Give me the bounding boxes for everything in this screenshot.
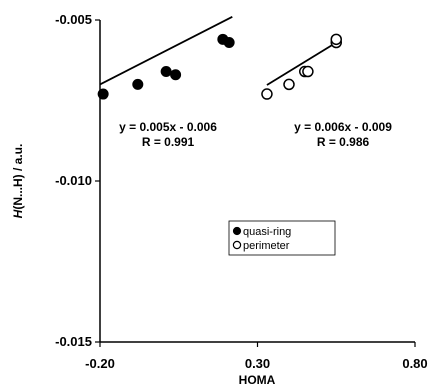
fit-line-perimeter [266, 39, 340, 86]
r-value-perimeter: R = 0.986 [317, 135, 370, 149]
legend-box [228, 220, 336, 256]
annotation-quasi-ring: y = 0.005x - 0.006 R = 0.991 [119, 120, 217, 149]
legend: quasi-ring perimeter [228, 220, 336, 256]
x-axis-title: HOMA [239, 373, 276, 386]
data-point-quasi-ring [170, 69, 182, 81]
y-tick-label: -0.015 [55, 334, 92, 349]
data-point-perimeter [283, 78, 295, 91]
y-axis-title-rest: (N...H) / a.u. [11, 144, 25, 210]
data-point-perimeter [302, 65, 314, 78]
data-point-quasi-ring [160, 66, 172, 78]
y-ticks: -0.005 -0.010 -0.015 [55, 12, 100, 349]
legend-label-perimeter: perimeter [243, 240, 290, 252]
legend-marker-quasi-ring [232, 226, 242, 236]
data-point-quasi-ring [132, 78, 144, 90]
y-axis-title: H(N...H) / a.u. [11, 144, 25, 219]
y-axis-title-italic: H [11, 209, 25, 218]
data-point-perimeter [261, 88, 273, 100]
legend-marker-perimeter [232, 240, 242, 250]
x-tick-label: -0.20 [85, 356, 115, 371]
fit-lines [99, 15, 340, 86]
x-tick-label: 0.80 [402, 356, 427, 371]
x-ticks: -0.20 0.30 0.80 [85, 342, 428, 371]
annotation-perimeter: y = 0.006x - 0.009 R = 0.986 [294, 120, 392, 149]
data-points [97, 33, 342, 100]
legend-label-quasi-ring: quasi-ring [243, 226, 291, 238]
equation-quasi-ring: y = 0.005x - 0.006 [119, 120, 217, 134]
r-value-quasi-ring: R = 0.991 [142, 135, 195, 149]
data-point-perimeter [330, 33, 342, 46]
plot-area: -0.005 -0.010 -0.015 -0.20 0.30 0.80 [55, 12, 428, 371]
y-tick-label: -0.005 [55, 12, 92, 27]
equation-perimeter: y = 0.006x - 0.009 [294, 120, 392, 134]
data-point-quasi-ring [97, 88, 109, 100]
x-tick-label: 0.30 [245, 356, 270, 371]
y-tick-label: -0.010 [55, 173, 92, 188]
fit-line-quasi-ring [99, 15, 233, 86]
data-point-quasi-ring [223, 37, 235, 49]
